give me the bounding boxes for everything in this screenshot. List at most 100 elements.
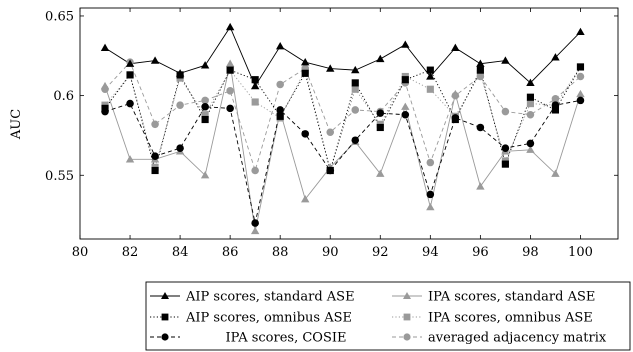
data-point bbox=[351, 136, 360, 145]
data-point bbox=[476, 182, 485, 190]
data-point bbox=[276, 106, 284, 114]
data-point bbox=[426, 85, 434, 93]
data-point bbox=[501, 107, 510, 116]
data-point bbox=[301, 130, 309, 138]
axis-ticks: 80 82 84 86 88 90 92 94 96 98 100 0.55 0.6 0.65 bbox=[45, 8, 618, 260]
data-point bbox=[126, 71, 134, 79]
data-point bbox=[101, 85, 109, 94]
x-tick-label: 86 bbox=[222, 245, 239, 260]
legend-label: IPA scores, standard ASE bbox=[428, 290, 595, 305]
x-tick-label: 96 bbox=[472, 245, 489, 260]
data-point bbox=[201, 102, 209, 111]
data-point bbox=[176, 144, 184, 152]
y-tick-label: 0.6 bbox=[53, 89, 74, 104]
x-tick-label: 92 bbox=[372, 245, 389, 260]
legend-label: AIP scores, standard ASE bbox=[185, 290, 355, 305]
data-point bbox=[426, 66, 434, 74]
data-point bbox=[551, 106, 560, 114]
data-point bbox=[276, 80, 284, 89]
data-point bbox=[476, 123, 485, 132]
data-point bbox=[226, 104, 234, 113]
data-point bbox=[161, 333, 169, 341]
data-point bbox=[403, 292, 411, 299]
legend-box bbox=[145, 281, 631, 351]
data-point bbox=[426, 190, 435, 199]
data-point bbox=[161, 292, 169, 299]
data-point bbox=[426, 202, 435, 211]
data-point bbox=[426, 158, 435, 167]
x-tick-label: 82 bbox=[122, 245, 139, 260]
data-point bbox=[326, 128, 335, 137]
series-line bbox=[104, 66, 581, 173]
data-point bbox=[150, 56, 160, 64]
data-point bbox=[200, 61, 210, 69]
y-axis-title: AUC bbox=[9, 109, 24, 140]
data-point bbox=[426, 72, 435, 80]
data-point bbox=[225, 59, 235, 67]
series-layer bbox=[100, 22, 585, 235]
data-point bbox=[476, 66, 484, 74]
data-point bbox=[551, 169, 560, 177]
data-point bbox=[401, 76, 409, 84]
x-tick-label: 100 bbox=[568, 245, 593, 260]
data-point bbox=[451, 43, 460, 51]
data-point bbox=[526, 139, 535, 148]
data-point bbox=[401, 110, 410, 119]
data-point bbox=[250, 81, 260, 90]
data-point bbox=[351, 85, 359, 93]
data-point bbox=[201, 96, 209, 105]
data-point bbox=[276, 112, 284, 120]
x-tick-label: 98 bbox=[522, 245, 539, 260]
legend-label: IPA scores, COSIE bbox=[226, 331, 347, 346]
series-line bbox=[104, 63, 581, 232]
data-point bbox=[576, 89, 585, 98]
data-point bbox=[301, 194, 310, 203]
data-point bbox=[351, 106, 360, 114]
legend-label: IPA scores, omnibus ASE bbox=[428, 311, 593, 326]
data-point bbox=[101, 107, 109, 116]
data-point bbox=[526, 100, 534, 108]
series-line bbox=[104, 61, 581, 173]
data-point bbox=[403, 313, 411, 321]
data-point bbox=[301, 57, 310, 66]
data-point bbox=[201, 111, 209, 119]
data-point bbox=[326, 64, 335, 72]
data-point bbox=[226, 87, 234, 95]
x-tick-label: 88 bbox=[272, 245, 289, 260]
data-point bbox=[301, 69, 309, 77]
data-point bbox=[151, 120, 159, 129]
legend-label: averaged adjacency matrix bbox=[428, 331, 607, 346]
data-point bbox=[526, 145, 535, 153]
data-point bbox=[376, 123, 384, 132]
data-point bbox=[551, 101, 560, 109]
data-point bbox=[501, 160, 509, 168]
data-point bbox=[476, 59, 485, 67]
data-point bbox=[176, 101, 184, 109]
data-point bbox=[201, 115, 209, 124]
data-point bbox=[151, 166, 159, 175]
data-point bbox=[251, 166, 259, 175]
data-point bbox=[125, 155, 135, 163]
data-point bbox=[275, 42, 285, 50]
series-line bbox=[104, 26, 581, 88]
data-point bbox=[251, 76, 259, 84]
data-point bbox=[403, 333, 411, 341]
data-point bbox=[501, 56, 510, 64]
data-point bbox=[161, 313, 169, 321]
series-line bbox=[104, 66, 581, 173]
data-point bbox=[576, 96, 585, 105]
data-point bbox=[576, 27, 585, 36]
data-point bbox=[200, 171, 210, 179]
data-point bbox=[551, 95, 560, 103]
data-point bbox=[125, 59, 135, 67]
data-point bbox=[476, 72, 485, 81]
data-point bbox=[126, 99, 134, 108]
data-point bbox=[251, 98, 259, 106]
data-point bbox=[576, 63, 585, 71]
plot-frame bbox=[79, 7, 619, 240]
data-point bbox=[401, 102, 410, 110]
legend-label: AIP scores, omnibus ASE bbox=[185, 311, 352, 326]
data-point bbox=[576, 72, 585, 81]
data-point bbox=[551, 53, 560, 61]
x-tick-label: 80 bbox=[72, 245, 89, 260]
